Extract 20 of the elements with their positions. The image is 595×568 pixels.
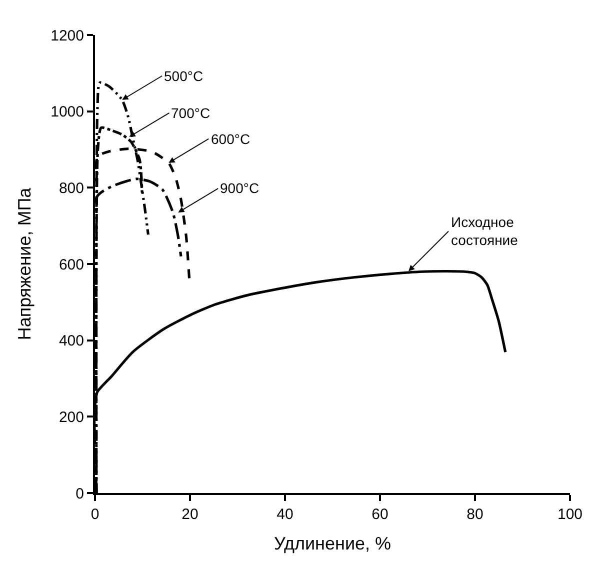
annotation: Исходное состояние [451, 214, 518, 248]
annotation: 700°C [171, 105, 210, 121]
x-tick-label: 40 [276, 506, 294, 523]
x-axis-title: Удлинение, % [274, 534, 392, 554]
annotation: 900°C [220, 180, 260, 196]
x-tick-label: 0 [90, 506, 100, 523]
y-tick-label: 200 [58, 408, 84, 426]
y-axis-title: Напряжение, МПа [14, 186, 34, 340]
y-tick-label: 1200 [50, 27, 84, 44]
x-tick-label: 100 [557, 506, 583, 523]
y-tick-label: 800 [58, 180, 84, 197]
annotation: 600°C [211, 131, 250, 147]
x-tick-label: 20 [182, 506, 198, 523]
y-tick-label: 600 [58, 256, 84, 274]
y-tick-label: 1000 [50, 104, 84, 121]
y-tick-label: 0 [76, 485, 84, 502]
y-tick-label: 400 [58, 332, 84, 350]
annotation: 500°C [164, 68, 204, 84]
x-tick-label: 80 [466, 506, 484, 523]
x-tick-label: 60 [372, 506, 388, 523]
